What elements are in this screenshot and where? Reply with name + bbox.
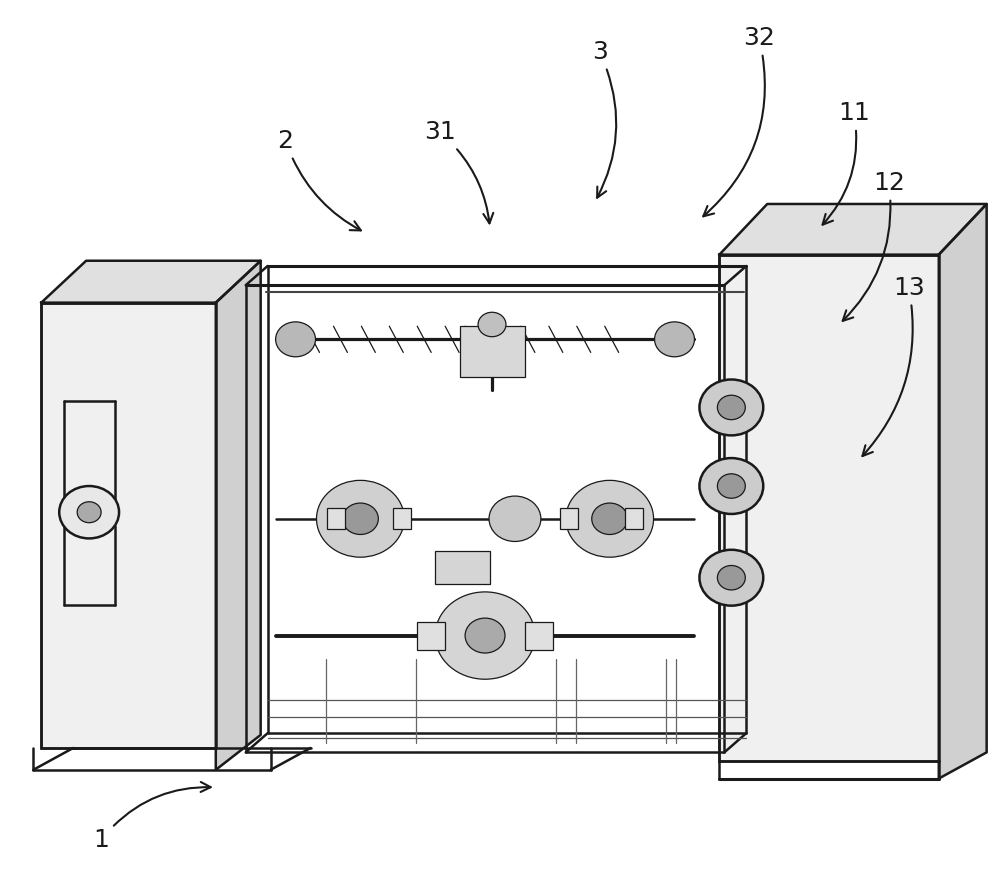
Text: 31: 31 [424, 120, 493, 223]
Circle shape [592, 503, 628, 534]
Bar [625, 508, 643, 529]
Bar [560, 508, 578, 529]
Text: 12: 12 [843, 171, 905, 321]
Polygon shape [41, 261, 261, 302]
Circle shape [77, 502, 101, 523]
Text: 11: 11 [823, 101, 870, 224]
Bar [719, 255, 939, 761]
Circle shape [717, 395, 745, 420]
Polygon shape [939, 204, 987, 779]
Circle shape [276, 321, 316, 357]
Bar [525, 622, 553, 649]
Bar [393, 508, 411, 529]
Bar [460, 326, 525, 377]
Text: 3: 3 [592, 40, 616, 198]
Polygon shape [719, 204, 987, 255]
Circle shape [317, 480, 404, 557]
Text: 1: 1 [93, 782, 211, 851]
Bar [41, 302, 216, 748]
Bar [435, 551, 490, 584]
Text: 32: 32 [703, 26, 775, 216]
Circle shape [489, 496, 541, 541]
Circle shape [59, 486, 119, 539]
Circle shape [699, 379, 763, 435]
Circle shape [717, 474, 745, 498]
Circle shape [717, 566, 745, 590]
Circle shape [699, 550, 763, 605]
Text: 13: 13 [862, 276, 925, 456]
Polygon shape [216, 261, 261, 770]
Bar [417, 622, 445, 649]
Bar [41, 302, 216, 748]
Circle shape [435, 592, 535, 679]
Circle shape [699, 458, 763, 514]
Bar [327, 508, 345, 529]
Bar [719, 255, 939, 761]
Circle shape [574, 496, 626, 541]
Circle shape [655, 321, 694, 357]
Circle shape [478, 312, 506, 336]
Circle shape [342, 503, 378, 534]
Circle shape [465, 618, 505, 653]
Circle shape [566, 480, 654, 557]
Text: 2: 2 [278, 129, 361, 230]
